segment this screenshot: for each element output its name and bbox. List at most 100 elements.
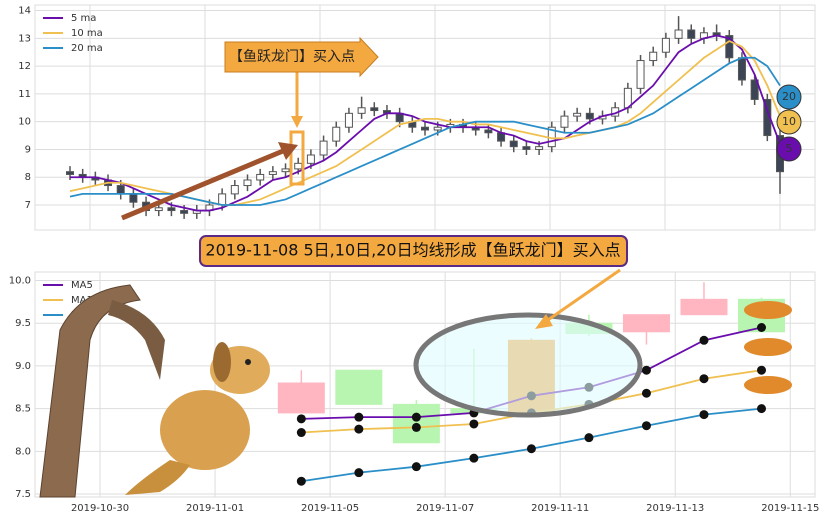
ma-marker: [584, 433, 594, 443]
candle-body: [129, 193, 138, 203]
candle-body: [167, 207, 176, 212]
candle-body: [268, 171, 277, 175]
candle-body: [218, 193, 227, 206]
plots: 7 8 9 10 11 12 13 14 5 5 ma 10 10 ma 20 20 ma 7.5 8.0 8.…: [9, 4, 819, 514]
end-label-badge: [776, 84, 802, 110]
ma-marker: [469, 419, 479, 429]
ma-marker: [699, 374, 709, 384]
candle-body: [622, 314, 670, 333]
ma-line: [69, 56, 781, 206]
y-tick-label: 12: [18, 61, 31, 72]
y-tick-label: 7: [25, 200, 31, 211]
candle-body: [433, 126, 442, 131]
y-tick-label: 9.0: [15, 361, 31, 372]
candle-body: [370, 107, 379, 112]
annotation: 【鱼跃龙门】买入点: [229, 48, 355, 65]
gate-arch: [39, 284, 141, 498]
fish-tail: [125, 460, 190, 495]
pointer-arrow-head: [291, 116, 303, 128]
y-tick-label: 13: [18, 33, 31, 44]
y-tick-label: 9: [25, 144, 31, 155]
pointer-arrow: [544, 268, 621, 324]
decorations: 【鱼跃龙门】买入点 2019-11-08 5日,10日,20日均线形成【鱼跃龙门…: [39, 36, 792, 498]
x-tick-label: 2019-11-13: [646, 503, 704, 514]
highlight-ellipse: [413, 312, 643, 418]
candle-body: [154, 207, 163, 212]
candle-body: [421, 126, 429, 131]
x-tick-label: 2019-10-30: [71, 503, 129, 514]
y-tick-label: 8.0: [15, 446, 31, 457]
y-tick-label: 11: [18, 89, 31, 100]
candle-body: [484, 129, 493, 134]
x-tick-label: 2019-11-15: [761, 503, 819, 514]
y-tick-label: 10.0: [9, 276, 31, 287]
candle-body: [344, 112, 353, 128]
candle-body: [294, 162, 303, 170]
candle-body: [116, 185, 125, 195]
candle-body: [649, 51, 658, 62]
legend-label: MA5: [71, 280, 93, 291]
candle-body: [680, 298, 728, 316]
candle-body: [737, 57, 746, 81]
ma-marker: [354, 424, 364, 434]
x-tick-label: 2019-11-01: [186, 503, 244, 514]
gate-arch: [108, 300, 165, 380]
y-tick-label: 7.5: [15, 489, 31, 500]
candle-body: [277, 382, 325, 414]
end-label-badge: [776, 136, 802, 162]
pointer-arrow-head: [535, 314, 553, 329]
end-label-badge: [776, 109, 802, 135]
carp: [744, 301, 792, 319]
carp: [744, 376, 792, 394]
ma-marker: [526, 444, 536, 454]
end-label: 5: [786, 142, 793, 155]
candle-body: [66, 171, 74, 175]
ma-marker: [757, 365, 767, 375]
candle-body: [585, 112, 594, 120]
ma-line: [70, 34, 781, 212]
ma-marker: [296, 476, 306, 486]
candle-body: [636, 60, 645, 89]
banner-text: 2019-11-08 5日,10日,20日均线形成【鱼跃龙门】买入点: [205, 241, 620, 260]
ma-marker: [411, 412, 421, 422]
candle-body: [725, 35, 734, 59]
ma-marker: [354, 468, 364, 478]
y-tick-label: 8.5: [15, 404, 31, 415]
dog-eye: [245, 359, 251, 365]
ma-marker: [411, 462, 421, 472]
ma-marker: [757, 323, 767, 333]
ma-marker: [641, 388, 651, 398]
candle-body: [560, 115, 569, 128]
trend-arrow: [121, 148, 284, 221]
x-tick-label: 2019-11-11: [531, 503, 589, 514]
candle-body: [535, 146, 544, 150]
candle-body: [230, 185, 239, 195]
ma-marker: [469, 453, 479, 463]
ma-marker: [296, 428, 306, 438]
banner: [199, 235, 628, 267]
carp: [744, 301, 792, 394]
legend-label: 20 ma: [71, 43, 103, 54]
candle-body: [180, 210, 189, 214]
ma-marker: [411, 422, 421, 432]
candle-body: [319, 140, 328, 156]
candle-body: [522, 146, 531, 150]
ma-marker: [641, 365, 651, 375]
dog-ear: [213, 342, 231, 382]
x-tick-label: 2019-11-05: [301, 503, 359, 514]
end-label: 10: [782, 115, 796, 128]
candle-body: [687, 29, 696, 39]
candle-body: [750, 79, 759, 100]
candle-body: [573, 112, 582, 117]
candle-body: [243, 179, 252, 187]
ma-marker: [354, 412, 364, 422]
candle-body: [256, 173, 265, 181]
y-tick-label: 14: [18, 6, 31, 17]
x-tick-label: 2019-11-07: [416, 503, 474, 514]
candle-body: [281, 168, 290, 173]
highlight-box: [289, 130, 305, 186]
ma-marker: [699, 410, 709, 420]
carp: [744, 338, 792, 356]
